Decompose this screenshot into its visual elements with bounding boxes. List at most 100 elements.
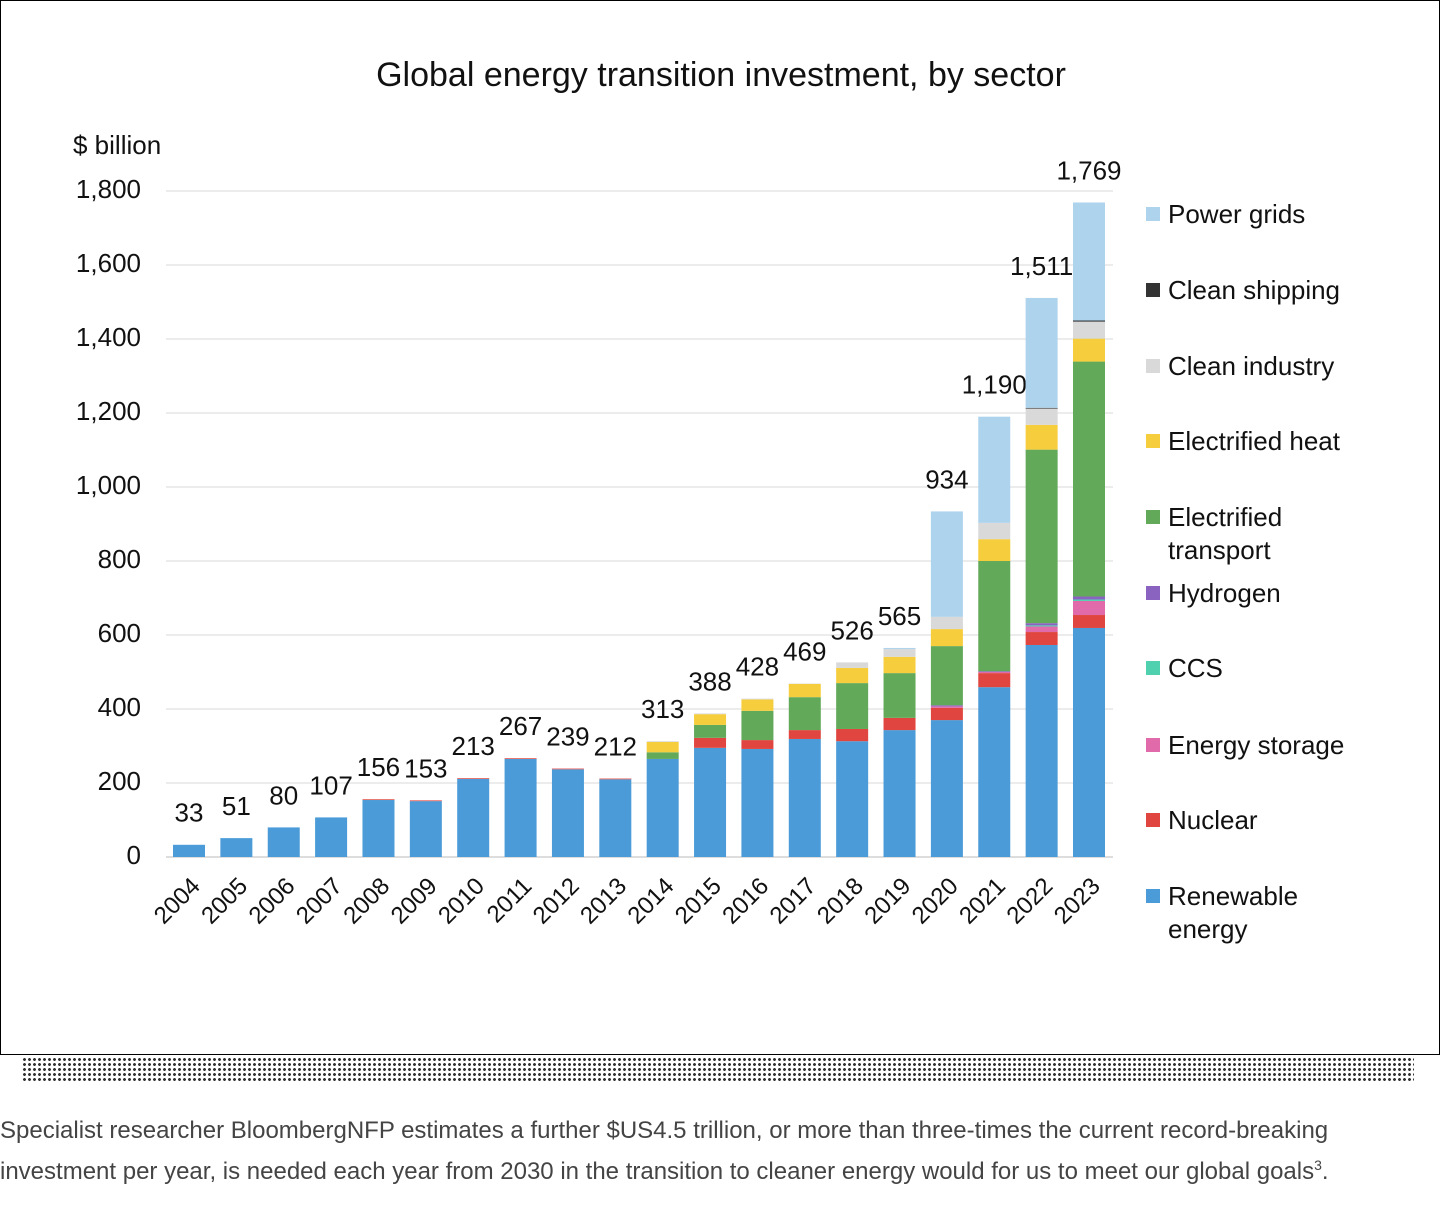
bar-segment: [1073, 627, 1105, 857]
bar-segment: [741, 710, 774, 741]
legend-swatch: [1146, 738, 1160, 752]
bar-segment: [362, 799, 395, 801]
legend-swatch: [1146, 586, 1160, 600]
bar-segment: [694, 713, 727, 715]
bar-segment: [978, 561, 1011, 672]
bar-segment: [1073, 596, 1105, 600]
footnote-ref: 3: [1314, 1157, 1322, 1173]
bar-segment: [978, 673, 1011, 688]
y-tick-label: 1,200: [76, 396, 141, 426]
y-tick-label: 1,800: [76, 174, 141, 204]
bar-segment: [1025, 626, 1058, 633]
bar-segment: [788, 738, 821, 857]
legend-item: Electrified transport: [1146, 501, 1351, 567]
legend-item: Clean shipping: [1146, 274, 1351, 307]
bar-segment: [883, 730, 916, 857]
bar-segment: [978, 687, 1011, 857]
bar-segment: [836, 667, 869, 684]
footer-text: Specialist researcher BloombergNFP estim…: [0, 1114, 1360, 1189]
legend-swatch: [1146, 283, 1160, 297]
bar-segment: [930, 707, 963, 721]
bar-segment: [1073, 202, 1105, 321]
total-label: 212: [594, 731, 637, 761]
total-label: 934: [925, 464, 968, 494]
legend-label: Clean industry: [1168, 351, 1335, 381]
bar-segment: [1025, 408, 1058, 425]
legend-label: Nuclear: [1168, 805, 1258, 835]
x-tick-label: 2009: [386, 873, 443, 930]
x-tick-label: 2019: [859, 873, 916, 930]
bar-segment: [930, 720, 963, 857]
legend-label: Electrified transport: [1168, 502, 1283, 565]
legend-swatch: [1146, 359, 1160, 373]
legend-label: CCS: [1168, 653, 1223, 683]
y-tick-label: 600: [98, 618, 141, 648]
total-label: 565: [878, 601, 921, 631]
bar-segment: [1073, 599, 1105, 601]
x-tick-label: 2023: [1049, 873, 1106, 930]
y-tick-label: 1,000: [76, 470, 141, 500]
bar-segment: [646, 752, 679, 759]
legend-swatch: [1146, 434, 1160, 448]
bar-segment: [457, 778, 490, 779]
bar-segment: [646, 758, 679, 857]
legend-swatch: [1146, 813, 1160, 827]
chart: Global energy transition investment, by …: [73, 56, 1122, 930]
bar-segment: [646, 741, 679, 753]
bar-segment: [409, 800, 442, 802]
legend-item: Clean industry: [1146, 350, 1351, 383]
y-axis-label: $ billion: [73, 130, 161, 160]
bar-segment: [978, 416, 1011, 523]
bar-segment: [883, 656, 916, 674]
bar-segment: [836, 662, 869, 668]
bar-segment: [836, 683, 869, 729]
x-tick-label: 2016: [717, 873, 774, 930]
bar-segment: [1025, 407, 1058, 409]
bar-segment: [741, 740, 774, 749]
total-label: 153: [404, 753, 447, 783]
total-label: 267: [499, 711, 542, 741]
bar-segment: [1025, 623, 1058, 626]
x-tick-label: 2008: [338, 873, 395, 930]
total-label: 526: [830, 615, 873, 645]
bar-segment: [551, 768, 584, 770]
x-tick-label: 2006: [244, 873, 301, 930]
legend-item: Power grids: [1146, 198, 1351, 231]
x-tick-label: 2011: [482, 873, 538, 929]
bar-segment: [1073, 320, 1105, 322]
legend-label: Renewable energy: [1168, 881, 1299, 944]
legend-item: Renewable energy: [1146, 880, 1351, 946]
y-tick-label: 800: [98, 544, 141, 574]
bar-segment: [741, 698, 774, 700]
bar-segment: [788, 730, 821, 739]
bar-segment: [646, 741, 679, 742]
total-label: 428: [736, 652, 779, 682]
bar-segment: [1025, 632, 1058, 645]
total-label: 51: [222, 791, 251, 821]
legend-item: Electrified heat: [1146, 425, 1351, 458]
x-tick-label: 2015: [670, 873, 727, 930]
footer-end: .: [1321, 1158, 1329, 1185]
bar-segment: [883, 717, 916, 731]
total-label: 213: [452, 731, 495, 761]
x-tick-label: 2012: [528, 873, 585, 930]
bar-segment: [883, 673, 916, 718]
total-label: 313: [641, 694, 684, 724]
bar-segment: [978, 671, 1011, 672]
y-tick-label: 1,400: [76, 322, 141, 352]
legend-swatch: [1146, 661, 1160, 675]
bar-segment: [362, 800, 395, 857]
bar-segment: [694, 747, 727, 857]
legend-item: Nuclear: [1146, 804, 1351, 837]
x-tick-label: 2004: [149, 873, 206, 930]
bar-segment: [1073, 338, 1105, 362]
x-tick-label: 2007: [291, 873, 348, 930]
legend-label: Power grids: [1168, 199, 1306, 229]
bar-segment: [930, 705, 963, 707]
total-label: 239: [546, 721, 589, 751]
x-tick-label: 2021: [954, 873, 1011, 930]
bar-segment: [930, 616, 963, 630]
legend-label: Electrified heat: [1168, 426, 1340, 456]
legend-label: Clean shipping: [1168, 275, 1341, 305]
